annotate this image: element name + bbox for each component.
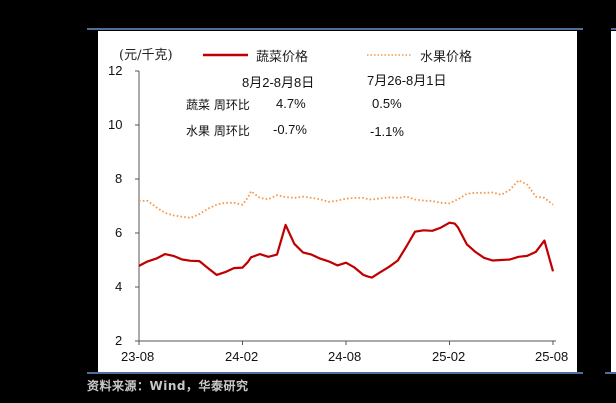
axes (135, 70, 556, 345)
y-tick-10: 10 (108, 117, 123, 132)
y-axis-unit: (元/千克) (119, 48, 173, 63)
annotation-veg-label: 蔬菜 周环比 (186, 98, 250, 112)
bottom-rule-right (605, 372, 616, 374)
x-tick-23-08: 23-08 (121, 349, 155, 364)
x-tick-24-08: 24-08 (328, 349, 362, 364)
x-tick-25-08: 25-08 (535, 349, 569, 364)
adjacent-chart-panel (611, 31, 616, 372)
annotation-fruit-label: 水果 周环比 (186, 124, 250, 138)
legend-vegetable-label: 蔬菜价格 (256, 50, 309, 65)
x-tick-24-02: 24-02 (225, 349, 259, 364)
annotation-veg-previous: 0.5% (372, 96, 402, 111)
y-tick-4: 4 (115, 279, 123, 294)
annotation-veg-current: 4.7% (276, 96, 306, 111)
annotation-header-current: 8月2-8月8日 (242, 75, 315, 90)
x-tick-25-02: 25-02 (432, 349, 466, 364)
y-tick-12: 12 (108, 63, 123, 78)
chart-panel (98, 31, 577, 372)
y-tick-8: 8 (115, 171, 123, 186)
annotation-header-previous: 7月26-8月1日 (367, 73, 447, 88)
bottom-rule (87, 372, 583, 374)
y-tick-2: 2 (115, 333, 123, 348)
vegetable-price-series (138, 221, 555, 279)
annotation-fruit-previous: -1.1% (370, 124, 404, 139)
y-tick-6: 6 (115, 225, 123, 240)
fruit-price-series (139, 179, 554, 219)
source-note: 资料来源：Wind，华泰研究 (87, 379, 249, 393)
annotation-fruit-current: -0.7% (273, 122, 307, 137)
top-rule (87, 28, 583, 30)
legend-fruit-label: 水果价格 (420, 50, 473, 65)
top-rule-right (611, 28, 616, 30)
